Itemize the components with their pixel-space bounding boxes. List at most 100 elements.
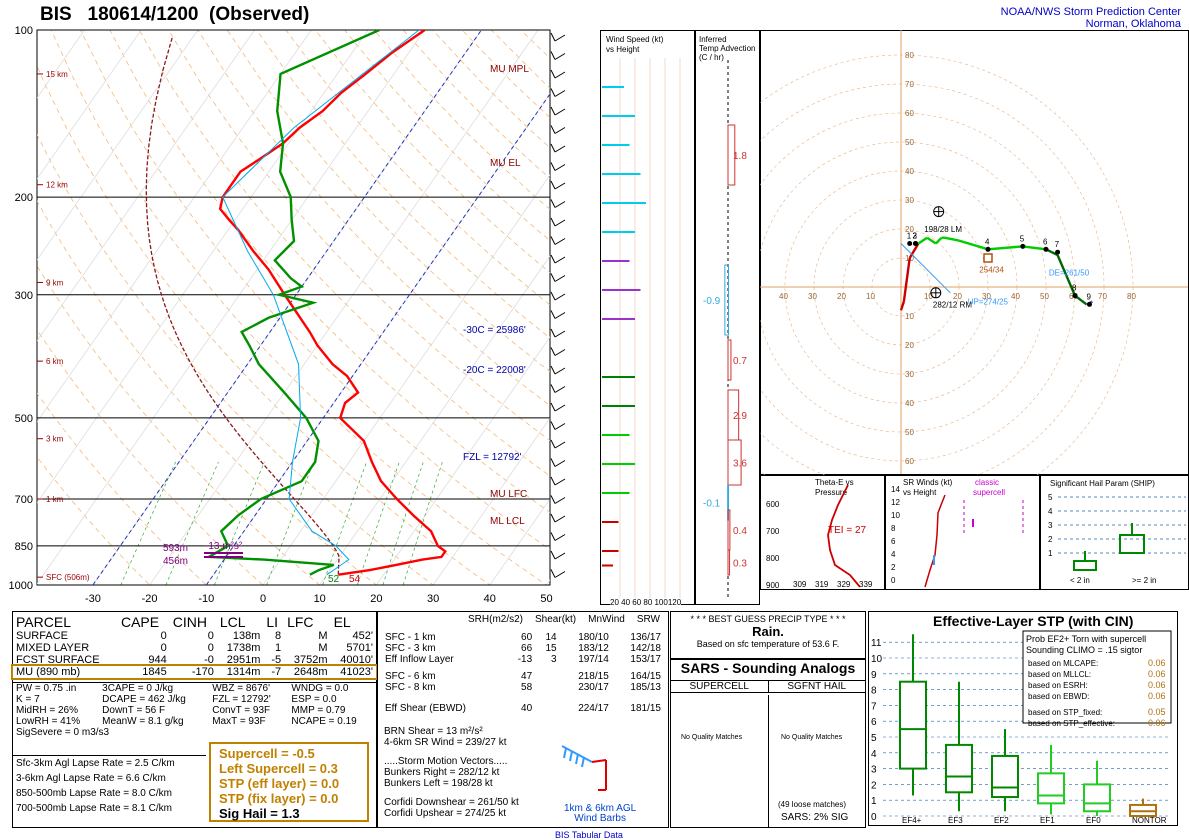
hodo-km-point <box>985 246 991 252</box>
stp-based-value: 0.06 <box>1148 680 1166 690</box>
stp-box <box>991 754 1019 799</box>
hodo-km-label: 1 <box>907 232 912 241</box>
wind-barb <box>554 256 566 264</box>
hodo-ring-label: 70 <box>905 80 914 89</box>
stp-category-label: EF3 <box>948 816 963 825</box>
stp-tick: 4 <box>871 749 877 760</box>
ship-panel: Significant Hail Param (SHIP) 5 4 3 2 1 < 2 … <box>1040 475 1189 590</box>
indices-table: PW = 0.75 .in 3CAPE = 0 J/kg WBZ = 8676' WN… <box>13 682 376 738</box>
hodo-ring-label: 30 <box>905 196 914 205</box>
svg-text:Inferred: Inferred <box>699 35 727 44</box>
isotherm-highlight <box>205 93 550 585</box>
hodo-ring-label: 40 <box>905 167 914 176</box>
wind-barb <box>550 402 556 412</box>
isotherm <box>149 30 539 585</box>
hodo-ring-label: 50 <box>905 428 914 437</box>
wind-barb <box>550 199 556 208</box>
wind-barb <box>554 312 566 319</box>
temp-adv-label: 3.6 <box>733 459 747 470</box>
wind-barb <box>550 180 556 190</box>
hodo-ring-label: 30 <box>982 292 991 301</box>
hodo-km-label: 7 <box>1055 240 1060 249</box>
hodo-segment <box>1051 251 1059 257</box>
ship-tick: 5 <box>1048 493 1053 502</box>
composite-params: Supercell = -0.5 Left Supercell = 0.3 ST… <box>209 742 369 822</box>
skewt-annotation: -20C = 22008' <box>463 365 526 376</box>
stp-tick: 9 <box>871 670 877 681</box>
hodo-km-label: 8 <box>1072 284 1077 293</box>
pressure-tick-label: 100 <box>15 25 33 37</box>
wind-barb <box>550 458 556 467</box>
dry-adiabat <box>549 30 550 31</box>
theta-tick: 800 <box>766 554 780 563</box>
mixing-line <box>165 461 219 585</box>
wind-barb <box>554 386 566 393</box>
isotherm <box>37 30 426 585</box>
stp-based-value: 0.06 <box>1148 718 1166 728</box>
table-row: PW = 0.75 .in 3CAPE = 0 J/kg WBZ = 8676' WN… <box>16 683 349 694</box>
hodo-ring-label: 80 <box>1127 292 1136 301</box>
table-row: Eff Inflow Layer -13 3 197/14 153/17 <box>385 654 661 665</box>
wind-barb <box>554 571 566 578</box>
wind-barb <box>554 71 566 79</box>
lapse-rates: Sfc-3km Agl Lapse Rate = 2.5 C/km 3-6km … <box>13 755 206 816</box>
srw-tick: 14 <box>891 485 900 494</box>
sr-winds-panel: SR Winds (kt) vs Height classic supercel… <box>885 475 1040 590</box>
srw-tick: 0 <box>891 576 896 585</box>
wind-barb <box>550 550 556 560</box>
stp-prob: Sounding CLIMO = .15 sigtor <box>1026 645 1142 655</box>
wind-barb <box>550 125 556 134</box>
stp-legend <box>1022 630 1172 724</box>
mixing-line <box>120 461 176 585</box>
hodo-ring-label: 60 <box>905 457 914 466</box>
dry-adiabat <box>226 30 550 372</box>
wind-barb <box>550 365 556 375</box>
parcel-trace <box>145 36 340 575</box>
temp-adv-bar <box>724 264 730 336</box>
stp-category-label: NONTOR <box>1132 816 1167 825</box>
isotherm <box>489 498 550 585</box>
mixing-line <box>402 461 443 585</box>
height-label: SFC (506m) <box>46 573 90 582</box>
parcel-header-row: PARCEL CAPE CINH LCL LI LFC EL <box>16 614 351 630</box>
skewt-annotation: -30C = 25986' <box>463 325 526 336</box>
wind-barb <box>550 513 556 523</box>
hodo-km-label: 6 <box>1043 237 1048 246</box>
isotherm <box>262 174 550 585</box>
wind-barb <box>550 106 556 116</box>
sars-panel: SARS - Sounding Analogs SUPERCELL SGFNT … <box>670 659 866 828</box>
skewt-chart: 100 200 300 500 700 850 1000 -30 -20 -10 0 10 20 30 40… <box>9 25 566 605</box>
theta-e-panel: Theta-E vs Pressure 600 700 800 900 309 319 32… <box>760 475 885 590</box>
skewt-annotation: 52 <box>328 574 340 585</box>
temp-tick-label: 20 <box>370 593 382 605</box>
footer-label: BIS Tabular Data <box>555 830 623 840</box>
srw-tick: 4 <box>891 550 896 559</box>
mw-marker <box>983 253 993 263</box>
org-label: NOAA/NWS Storm Prediction Center Norman, … <box>1000 6 1181 30</box>
skewt-annotation: 456m <box>163 556 188 567</box>
isotherm <box>37 30 142 180</box>
temp-adv-bar <box>727 124 736 186</box>
stp-tick: 5 <box>871 733 877 744</box>
srw-tick: 6 <box>891 537 896 546</box>
wind-barb <box>554 201 566 208</box>
wind-barb <box>554 238 566 245</box>
wind-barb <box>554 534 566 541</box>
hodo-ring-label: 40 <box>779 292 788 301</box>
temp-adv-bar <box>727 439 742 486</box>
hodo-ring-label: 60 <box>905 109 914 118</box>
table-row: MIXED LAYER 0 0 1738m 1 M 5701' <box>16 642 373 654</box>
temp-adv-bar <box>727 339 732 381</box>
wind-barb <box>550 421 556 430</box>
hodo-segment <box>987 245 1023 251</box>
wind-barb <box>550 328 556 338</box>
height-label: 3 km <box>46 435 64 444</box>
hodo-km-label: 9 <box>1087 292 1092 301</box>
isotherm <box>37 30 312 423</box>
table-row: FCST SURFACE 944 -0 2951m -5 3752m 40010' <box>16 654 373 666</box>
ship-tick: 1 <box>1048 549 1053 558</box>
svg-text:(C / hr): (C / hr) <box>699 53 724 62</box>
hodo-km-label: 4 <box>985 237 990 246</box>
stp-based-label: based on MLLCL: <box>1028 670 1091 679</box>
wind-barb <box>554 349 566 356</box>
